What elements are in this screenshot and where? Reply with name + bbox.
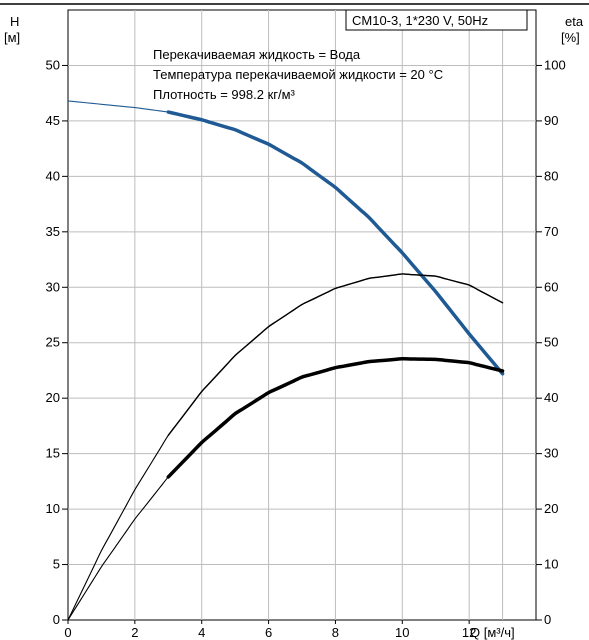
y-left-tick-label: 40 [46,168,60,183]
y-left-tick-label: 20 [46,390,60,405]
axis-ticks: 0 2 4 6 8 10 12 0 5 10 15 20 25 30 35 40 45 50 0 10 20 30 40 50… [46,57,566,640]
y-right-tick-label: 40 [544,390,558,405]
pump-model-label: CM10-3, 1*230 V, 50Hz [352,13,488,28]
efficiency_2-curve-operating [166,357,505,479]
x-tick-label: 4 [198,625,205,640]
y-right-tick-label: 100 [544,57,566,72]
y-right-tick-label: 60 [544,279,558,294]
y-right-tick-label: 30 [544,446,558,461]
y-left-tick-label: 0 [53,612,60,627]
y-right-tick-label: 0 [544,612,551,627]
y-left-tick-label: 25 [46,335,60,350]
grid [68,10,536,620]
efficiency-curve-operating [167,273,504,437]
plot-area [67,9,537,621]
x-tick-label: 0 [64,625,71,640]
x-axis-label: Q [м³/ч] [470,625,515,640]
y-right-tick-label: 10 [544,557,558,572]
x-tick-label: 6 [265,625,272,640]
title-box [345,9,528,31]
y-left-tick-label: 35 [46,224,60,239]
y-right-tick-label: 70 [544,224,558,239]
x-tick-label: 2 [131,625,138,640]
info-line-fluid: Перекачиваемая жидкость = Вода [153,47,361,62]
y-left-tick-label: 50 [46,57,60,72]
y-right-tick-label: 90 [544,113,558,128]
info-line-temperature: Температура перекачиваемой жидкости = 20… [153,67,443,82]
x-tick-label: 10 [395,625,409,640]
y-right-tick-label: 80 [544,168,558,183]
right-axis-label: eta [565,14,584,29]
y-left-tick-label: 45 [46,113,60,128]
right-axis-unit: [%] [561,30,580,45]
y-right-tick-label: 50 [544,335,558,350]
left-axis-unit: [м] [4,30,20,45]
x-tick-label: 8 [332,625,339,640]
y-left-tick-label: 15 [46,446,60,461]
left-axis-label: H [10,14,19,29]
info-line-density: Плотность = 998.2 кг/м³ [153,87,296,102]
x-tick-label: 12 [462,625,476,640]
y-left-tick-label: 5 [53,557,60,572]
y-left-tick-label: 10 [46,501,60,516]
head-curve-operating [166,110,505,376]
curves [67,100,505,621]
y-left-tick-label: 30 [46,279,60,294]
y-right-tick-label: 20 [544,501,558,516]
